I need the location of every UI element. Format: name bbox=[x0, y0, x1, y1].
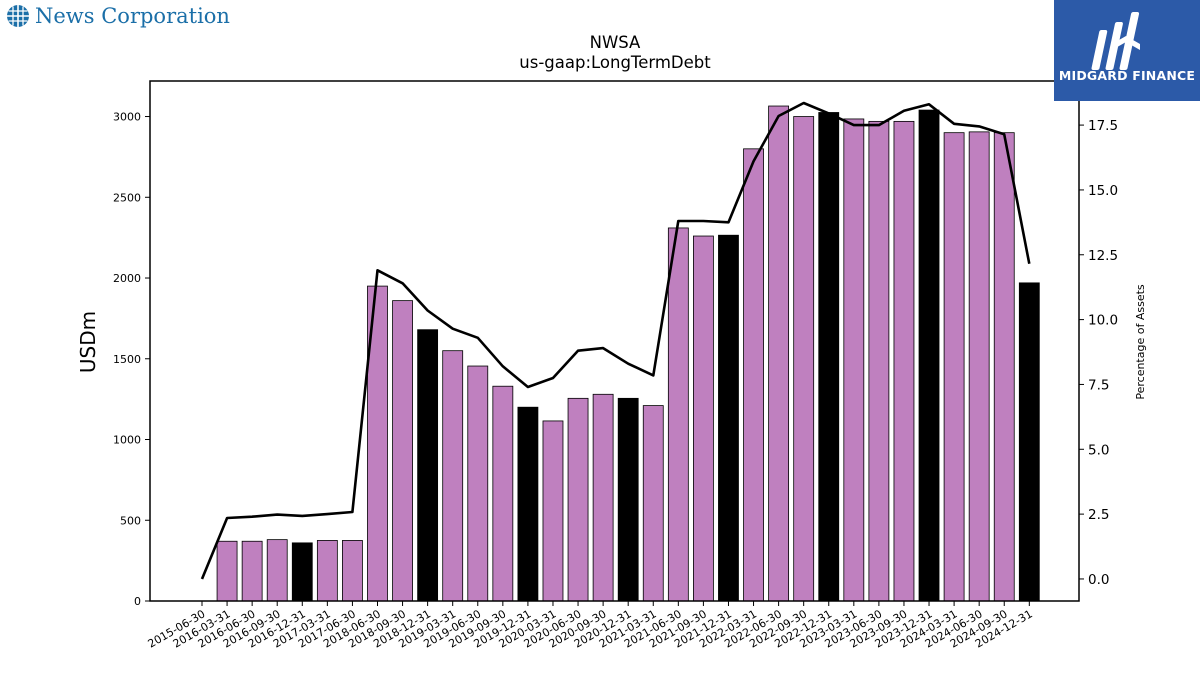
bar-2020-12-31 bbox=[617, 397, 639, 602]
bar-2021-06-30 bbox=[667, 227, 689, 602]
y2-tick-label: 17.5 bbox=[1088, 118, 1118, 134]
y-ticks: 0 500 1000 1500 2000 2500 3000 bbox=[113, 111, 150, 608]
bar-2021-09-30 bbox=[693, 235, 714, 602]
bar-2017-03-31 bbox=[316, 540, 338, 602]
y-axis-label: USDm bbox=[76, 311, 100, 373]
bar-2023-12-31 bbox=[918, 109, 940, 602]
brand-badge: MIDGARD FINANCE bbox=[1054, 0, 1200, 101]
bar-2022-06-30 bbox=[768, 105, 790, 602]
bar-2018-12-31 bbox=[417, 329, 439, 602]
brand-name: MIDGARD FINANCE bbox=[1058, 68, 1196, 83]
y2-tick-label: 5.0 bbox=[1088, 442, 1109, 458]
bar-2016-03-31 bbox=[216, 540, 238, 602]
y2-tick-label: 12.5 bbox=[1088, 248, 1118, 264]
company-name: News Corporation bbox=[35, 4, 230, 28]
bar-2018-09-30 bbox=[392, 300, 413, 602]
bar-2020-03-31 bbox=[542, 420, 564, 602]
chart-subtitle: us-gaap:LongTermDebt bbox=[519, 53, 711, 72]
bar-2024-12-31 bbox=[1018, 282, 1040, 602]
midgard-logo-icon bbox=[1091, 12, 1140, 70]
y-tick-label: 500 bbox=[120, 514, 141, 527]
y-tick-label: 1000 bbox=[113, 434, 141, 447]
bar-2016-12-31 bbox=[291, 542, 313, 602]
globe-grid-icon bbox=[7, 5, 29, 27]
percentage-line bbox=[200, 101, 1031, 580]
plot-frame bbox=[149, 80, 1080, 602]
y2-tick-label: 15.0 bbox=[1088, 183, 1118, 199]
bar-2024-09-30 bbox=[993, 132, 1015, 602]
y-tick-label: 1500 bbox=[113, 353, 141, 366]
bar-2016-06-30 bbox=[241, 540, 263, 602]
bar-2019-06-30 bbox=[467, 365, 489, 602]
y2-tick-label: 2.5 bbox=[1088, 507, 1109, 523]
bar-2022-12-31 bbox=[818, 112, 840, 602]
bar-2021-03-31 bbox=[642, 405, 664, 602]
bar-2017-06-30 bbox=[342, 540, 363, 602]
y-tick-label: 2000 bbox=[113, 272, 141, 285]
bar-2023-06-30 bbox=[868, 120, 890, 602]
bar-2024-03-31 bbox=[943, 132, 965, 602]
bars bbox=[216, 105, 1040, 602]
bar-2019-09-30 bbox=[492, 385, 514, 602]
x-ticks: 2015-06-302016-03-312016-06-302016-09-30… bbox=[146, 601, 1035, 651]
y2-ticks: 0.0 2.5 5.0 7.5 10.0 12.5 15.0 17.5 bbox=[1079, 118, 1118, 588]
bar-2016-09-30 bbox=[266, 539, 288, 602]
bar-2021-12-31 bbox=[718, 234, 739, 602]
y2-tick-label: 10.0 bbox=[1088, 313, 1118, 329]
bar-2024-06-30 bbox=[968, 131, 990, 602]
company-header: News Corporation bbox=[6, 4, 230, 28]
y2-axis-label: Percentage of Assets bbox=[1134, 284, 1147, 400]
y2-tick-label: 0.0 bbox=[1088, 572, 1109, 588]
y-tick-label: 2500 bbox=[113, 191, 141, 204]
y-tick-label: 3000 bbox=[113, 111, 141, 124]
bar-2023-03-31 bbox=[843, 118, 865, 602]
bar-2020-09-30 bbox=[592, 393, 614, 602]
bar-2022-09-30 bbox=[793, 116, 815, 602]
bar-2022-03-31 bbox=[743, 148, 764, 602]
y-tick-label: 0 bbox=[134, 595, 141, 608]
bar-2020-06-30 bbox=[567, 397, 589, 602]
bar-2019-12-31 bbox=[517, 406, 539, 602]
line-series bbox=[200, 101, 1031, 580]
chart-title: NWSA bbox=[590, 33, 641, 52]
bar-2019-03-31 bbox=[442, 350, 464, 602]
bar-2023-09-30 bbox=[893, 120, 915, 602]
y2-tick-label: 7.5 bbox=[1088, 377, 1109, 393]
